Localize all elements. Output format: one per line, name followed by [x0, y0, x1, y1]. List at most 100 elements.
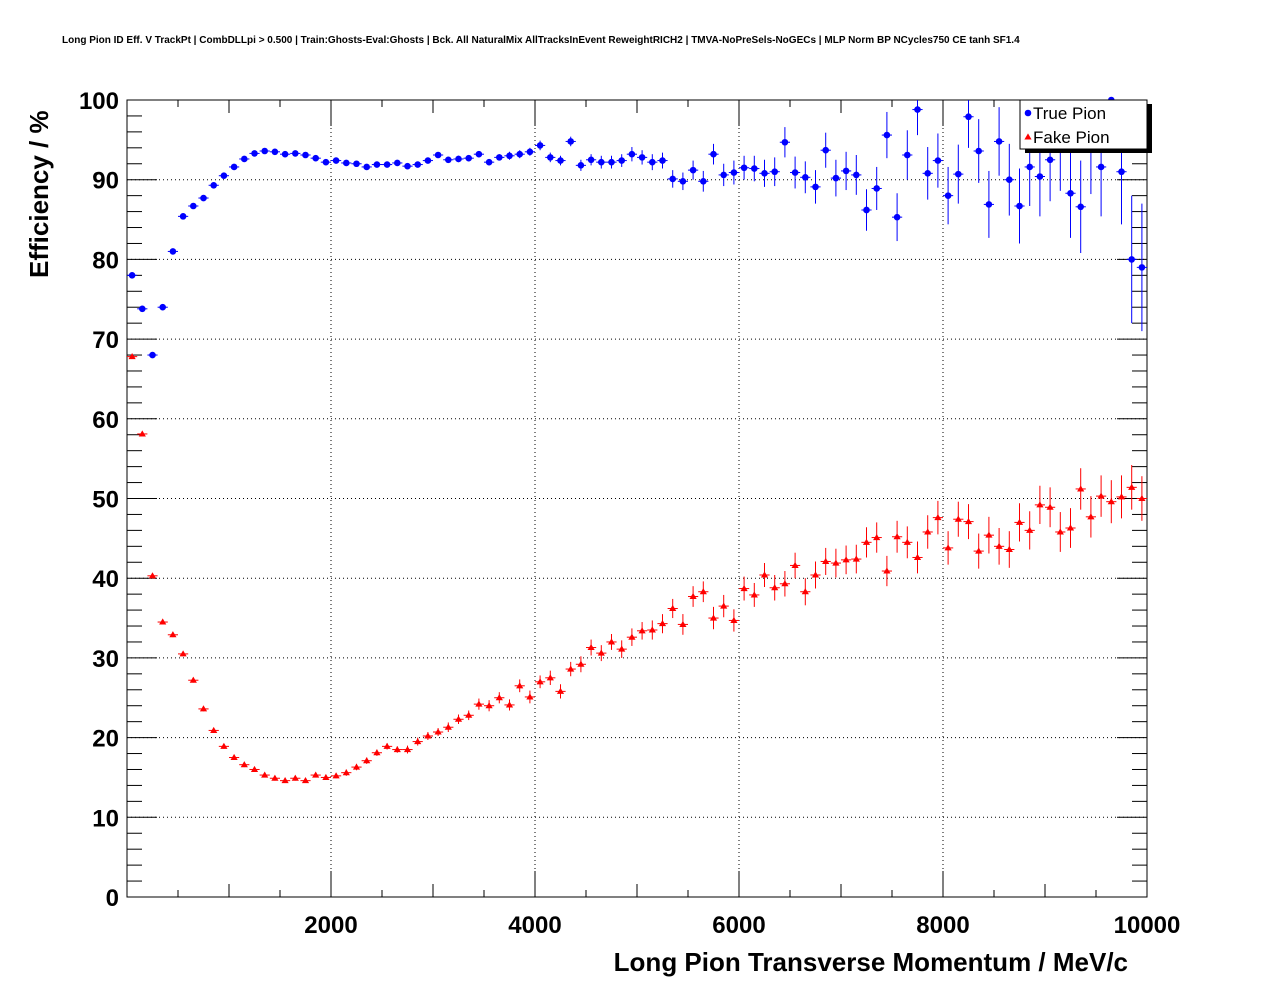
- data-point: [422, 732, 433, 740]
- marker-circle: [373, 161, 381, 168]
- data-point: [1045, 487, 1056, 528]
- data-point: [371, 749, 382, 756]
- data-point: [300, 151, 311, 159]
- marker-triangle: [924, 528, 932, 535]
- series-fake-pion: [127, 353, 1147, 784]
- data-point: [892, 520, 903, 553]
- data-point: [647, 620, 658, 640]
- data-point: [657, 152, 668, 169]
- data-point: [178, 650, 189, 657]
- data-point: [963, 100, 974, 148]
- y-axis-title: Efficiency / %: [24, 110, 54, 278]
- marker-triangle: [373, 749, 381, 756]
- data-point: [259, 147, 270, 155]
- marker-triangle: [210, 726, 218, 733]
- marker-triangle: [261, 771, 269, 778]
- data-point: [473, 150, 484, 158]
- marker-circle: [241, 155, 248, 163]
- data-point: [810, 170, 821, 204]
- marker-triangle: [832, 559, 840, 566]
- marker-circle: [1138, 264, 1146, 271]
- axis-ticks: [126, 99, 1148, 898]
- data-point: [769, 157, 780, 187]
- marker-triangle: [1015, 518, 1024, 525]
- marker-triangle: [546, 674, 554, 681]
- data-point: [504, 699, 515, 711]
- data-point: [208, 726, 219, 733]
- data-point: [320, 773, 331, 780]
- data-point: [1126, 465, 1137, 510]
- y-tick-label: 10: [92, 805, 119, 832]
- data-point: [422, 157, 433, 164]
- marker-circle: [414, 161, 422, 168]
- data-point: [412, 737, 423, 746]
- y-tick-label: 30: [92, 646, 119, 673]
- marker-triangle: [179, 650, 187, 657]
- marker-triangle: [811, 571, 820, 578]
- data-point: [269, 148, 280, 156]
- data-point: [535, 675, 546, 689]
- data-point: [586, 639, 597, 656]
- marker-triangle: [536, 678, 544, 685]
- marker-circle: [853, 171, 860, 179]
- marker-triangle: [944, 544, 952, 551]
- marker-circle: [547, 154, 554, 161]
- data-point: [790, 156, 801, 189]
- marker-circle: [475, 150, 483, 158]
- marker-triangle: [189, 676, 197, 683]
- data-point: [922, 147, 933, 200]
- data-point: [728, 609, 739, 632]
- data-point: [1065, 508, 1076, 548]
- marker-triangle: [556, 687, 565, 694]
- data-point: [524, 690, 535, 704]
- data-point: [810, 561, 821, 589]
- data-point: [892, 193, 903, 242]
- marker-triangle: [638, 627, 646, 634]
- marker-triangle: [709, 614, 718, 621]
- marker-triangle: [403, 745, 412, 753]
- x-tick-label: 10000: [1114, 912, 1181, 939]
- marker-triangle: [1077, 485, 1085, 492]
- marker-triangle: [740, 584, 748, 592]
- marker-circle: [802, 174, 809, 181]
- marker-circle: [649, 158, 656, 166]
- data-point: [484, 700, 495, 712]
- data-point: [167, 631, 178, 638]
- marker-circle: [751, 165, 758, 172]
- data-point: [677, 614, 688, 635]
- marker-triangle: [1138, 494, 1146, 502]
- marker-triangle: [1005, 545, 1013, 553]
- data-point: [943, 531, 954, 565]
- marker-circle: [1097, 163, 1105, 171]
- data-point: [688, 586, 699, 607]
- marker-circle: [261, 147, 269, 155]
- data-point: [779, 571, 790, 597]
- marker-triangle: [679, 620, 687, 627]
- marker-triangle: [893, 533, 901, 540]
- data-point: [1085, 496, 1096, 538]
- marker-triangle: [720, 602, 728, 609]
- marker-triangle: [393, 745, 401, 753]
- data-point: [626, 147, 637, 162]
- marker-triangle: [363, 757, 371, 764]
- marker-circle: [669, 175, 676, 183]
- grid-lines: [127, 100, 1147, 897]
- marker-triangle: [618, 645, 626, 652]
- marker-circle: [863, 206, 870, 214]
- data-point: [881, 555, 892, 587]
- marker-triangle: [862, 538, 871, 545]
- marker-triangle: [414, 737, 422, 745]
- data-point: [759, 159, 770, 187]
- marker-triangle: [495, 694, 503, 701]
- marker-circle: [455, 155, 462, 163]
- data-point: [535, 140, 546, 151]
- y-tick-label: 0: [106, 885, 119, 912]
- marker-circle: [781, 138, 789, 146]
- y-tick-label: 70: [92, 327, 119, 354]
- marker-circle: [700, 177, 707, 185]
- x-tick-labels: 2000 4000 6000 8000 10000: [304, 912, 1180, 939]
- data-point: [800, 578, 811, 606]
- marker-circle: [149, 351, 156, 359]
- data-point: [851, 544, 862, 574]
- marker-circle: [506, 152, 513, 160]
